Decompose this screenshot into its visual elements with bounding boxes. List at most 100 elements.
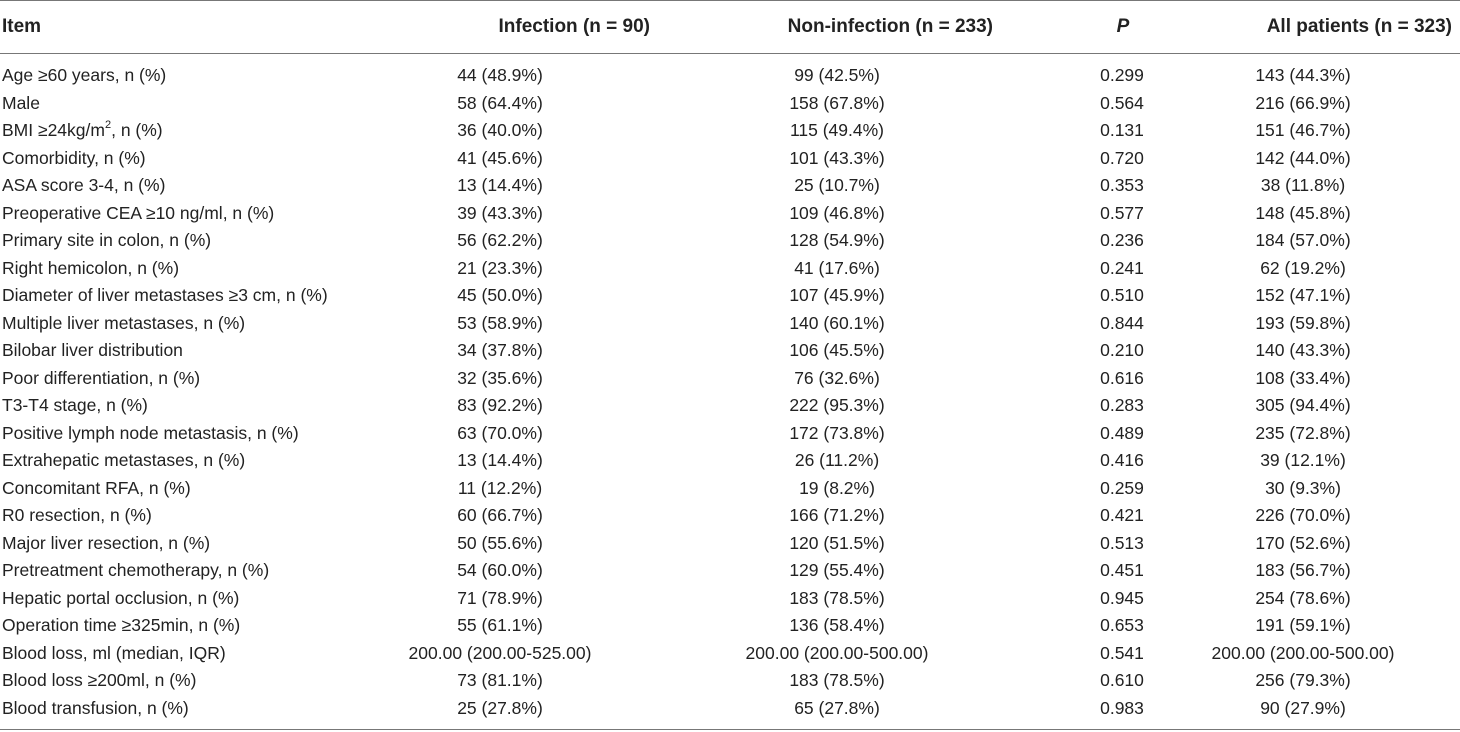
row-non-infection-value: 158 (67.8%)	[789, 92, 885, 113]
table-row: Blood loss, ml (median, IQR) 200.00 (200.…	[0, 640, 1460, 668]
table-row: Diameter of liver metastases ≥3 cm, n (%…	[0, 282, 1460, 310]
table-row: Pretreatment chemotherapy, n (%) 54 (60.0…	[0, 557, 1460, 585]
row-p-value: 0.577	[1100, 202, 1144, 223]
row-p-value: 0.720	[1100, 147, 1144, 168]
table-row: BMI ≥24kg/m2, n (%) 36 (40.0%) 115 (49.4%)…	[0, 117, 1460, 145]
row-non-infection-value: 109 (46.8%)	[789, 202, 885, 223]
row-p-value: 0.489	[1100, 422, 1144, 443]
table-row: Blood loss ≥200ml, n (%) 73 (81.1%) 183 (7…	[0, 667, 1460, 695]
table-top-rule	[0, 0, 1460, 1]
row-p-value: 0.416	[1100, 450, 1144, 470]
row-infection-value: 200.00 (200.00-525.00)	[408, 642, 592, 663]
row-p-value: 0.421	[1100, 505, 1144, 525]
row-item-label: Positive lymph node metastasis, n (%)	[2, 422, 299, 443]
row-p-value: 0.653	[1100, 615, 1144, 635]
row-infection-value: 39 (43.3%)	[457, 202, 543, 223]
row-item-label: ASA score 3-4, n (%)	[2, 175, 166, 195]
row-item-label: Multiple liver metastases, n (%)	[2, 312, 246, 333]
row-all-patients-value: 256 (79.3%)	[1255, 670, 1351, 690]
row-p-value: 0.236	[1100, 230, 1144, 250]
row-infection-value: 58 (64.4%)	[457, 92, 543, 113]
bmi-label-superscript: 2	[104, 119, 112, 132]
row-infection-value: 53 (58.9%)	[457, 312, 543, 333]
header-infection: Infection (n = 90)	[498, 16, 651, 37]
row-non-infection-value: 25 (10.7%)	[794, 175, 880, 195]
row-p-value: 0.945	[1100, 587, 1144, 608]
row-all-patients-value: 254 (78.6%)	[1255, 587, 1351, 608]
row-all-patients-value: 191 (59.1%)	[1255, 615, 1351, 635]
row-non-infection-value: 129 (55.4%)	[789, 560, 885, 580]
bmi-label-prefix: BMI ≥24kg/m	[2, 120, 105, 140]
row-all-patients-value: 30 (9.3%)	[1265, 477, 1341, 498]
row-non-infection-value: 172 (73.8%)	[789, 422, 885, 443]
bmi-label-suffix: , n (%)	[111, 120, 163, 140]
row-infection-value: 13 (14.4%)	[457, 450, 543, 470]
row-p-value: 0.299	[1100, 65, 1144, 85]
table-body: Age ≥60 years, n (%) 44 (48.9%) 99 (42.5%)…	[0, 62, 1460, 722]
row-item-label: Blood loss ≥200ml, n (%)	[2, 670, 197, 690]
row-p-value: 0.451	[1100, 560, 1144, 580]
row-infection-value: 44 (48.9%)	[457, 65, 543, 85]
row-non-infection-value: 128 (54.9%)	[789, 230, 885, 250]
row-infection-value: 36 (40.0%)	[457, 120, 543, 140]
table-row: Poor differentiation, n (%) 32 (35.6%) 76 …	[0, 365, 1460, 393]
table-row: Concomitant RFA, n (%) 11 (12.2%) 19 (8.2%…	[0, 475, 1460, 503]
row-infection-value: 34 (37.8%)	[457, 340, 543, 360]
row-infection-value: 13 (14.4%)	[457, 175, 543, 195]
row-infection-value: 54 (60.0%)	[457, 560, 543, 580]
row-non-infection-value: 140 (60.1%)	[789, 312, 885, 333]
row-non-infection-value: 166 (71.2%)	[789, 505, 885, 525]
table-row: T3-T4 stage, n (%) 83 (92.2%) 222 (95.3%) 0…	[0, 392, 1460, 420]
row-infection-value: 45 (50.0%)	[457, 285, 543, 305]
row-item-label: Blood loss, ml (median, IQR)	[2, 642, 226, 663]
table-row: Multiple liver metastases, n (%) 53 (58.9…	[0, 310, 1460, 338]
row-item-label: T3-T4 stage, n (%)	[2, 395, 148, 415]
row-all-patients-value: 170 (52.6%)	[1255, 532, 1351, 553]
row-item-label: Extrahepatic metastases, n (%)	[2, 450, 246, 470]
row-infection-value: 21 (23.3%)	[457, 257, 543, 278]
row-item-label: Operation time ≥325min, n (%)	[2, 615, 241, 635]
row-all-patients-value: 193 (59.8%)	[1255, 312, 1351, 333]
table-row: Operation time ≥325min, n (%) 55 (61.1%) 1…	[0, 612, 1460, 640]
row-non-infection-value: 41 (17.6%)	[794, 257, 880, 278]
row-item-label: Male	[2, 92, 40, 113]
row-non-infection-value: 107 (45.9%)	[789, 285, 885, 305]
table-row: Primary site in colon, n (%) 56 (62.2%) 12…	[0, 227, 1460, 255]
table-row: Hepatic portal occlusion, n (%) 71 (78.9%…	[0, 585, 1460, 613]
row-non-infection-value: 183 (78.5%)	[789, 670, 885, 690]
row-p-value: 0.513	[1100, 532, 1144, 553]
row-infection-value: 55 (61.1%)	[457, 615, 543, 635]
row-infection-value: 41 (45.6%)	[457, 147, 543, 168]
row-all-patients-value: 226 (70.0%)	[1255, 505, 1351, 525]
row-all-patients-value: 152 (47.1%)	[1255, 285, 1351, 305]
row-non-infection-value: 183 (78.5%)	[789, 587, 885, 608]
header-all-patients: All patients (n = 323)	[1266, 16, 1452, 37]
row-all-patients-value: 90 (27.9%)	[1260, 697, 1346, 718]
row-p-value: 0.353	[1100, 175, 1144, 195]
row-item-label: Comorbidity, n (%)	[2, 147, 146, 168]
table-row: ASA score 3-4, n (%) 13 (14.4%) 25 (10.7%)…	[0, 172, 1460, 200]
row-all-patients-value: 305 (94.4%)	[1255, 395, 1351, 415]
row-item-label: Primary site in colon, n (%)	[2, 230, 212, 250]
row-non-infection-value: 65 (27.8%)	[794, 697, 880, 718]
table-header-row: Item Infection (n = 90) Non-infection (n…	[0, 0, 1460, 53]
row-non-infection-value: 222 (95.3%)	[789, 395, 885, 415]
row-infection-value: 60 (66.7%)	[457, 505, 543, 525]
row-all-patients-value: 143 (44.3%)	[1255, 65, 1351, 85]
row-item-label: Pretreatment chemotherapy, n (%)	[2, 560, 270, 580]
row-non-infection-value: 99 (42.5%)	[794, 65, 880, 85]
row-infection-value: 50 (55.6%)	[457, 532, 543, 553]
row-p-value: 0.510	[1100, 285, 1144, 305]
row-item-label: R0 resection, n (%)	[2, 505, 152, 525]
row-non-infection-value: 76 (32.6%)	[794, 367, 880, 388]
row-infection-value: 71 (78.9%)	[457, 587, 543, 608]
row-p-value: 0.844	[1100, 312, 1144, 333]
row-infection-value: 63 (70.0%)	[457, 422, 543, 443]
row-non-infection-value: 19 (8.2%)	[799, 477, 875, 498]
row-all-patients-value: 140 (43.3%)	[1255, 340, 1351, 360]
row-item-label: Concomitant RFA, n (%)	[2, 477, 191, 498]
row-item-label: Hepatic portal occlusion, n (%)	[2, 587, 240, 608]
row-item-label: Blood transfusion, n (%)	[2, 697, 189, 718]
row-all-patients-value: 142 (44.0%)	[1255, 147, 1351, 168]
row-all-patients-value: 108 (33.4%)	[1255, 367, 1351, 388]
